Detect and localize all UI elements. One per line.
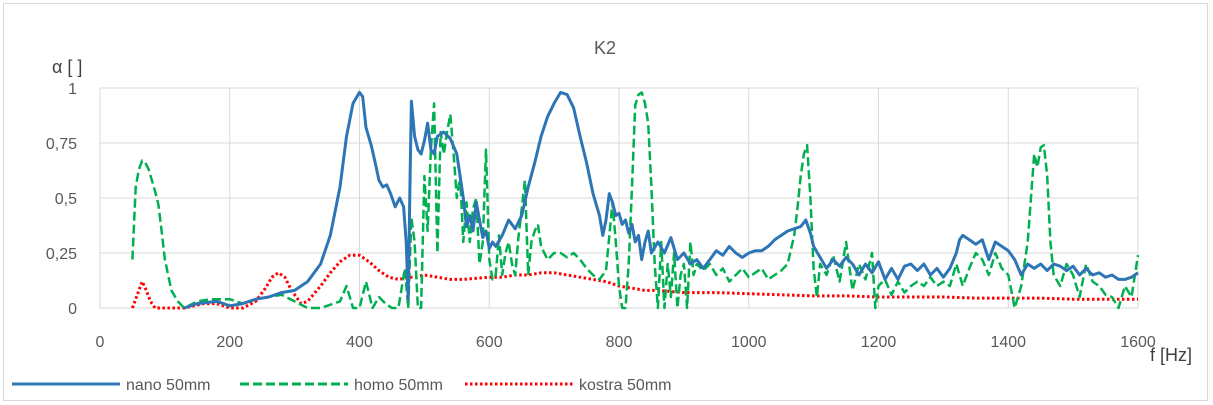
- x-tick-label: 200: [216, 334, 243, 351]
- legend-label: homo 50mm: [354, 377, 443, 394]
- x-tick-label: 800: [606, 334, 633, 351]
- y-tick-label: 1: [68, 81, 77, 98]
- x-tick-label: 0: [96, 334, 105, 351]
- y-axis-title: α [ ]: [52, 57, 82, 77]
- y-tick-label: 0,25: [46, 246, 77, 263]
- legend-label: kostra 50mm: [579, 377, 671, 394]
- x-tick-label: 1000: [731, 334, 767, 351]
- legend-label: nano 50mm: [126, 377, 211, 394]
- x-tick-label: 600: [476, 334, 503, 351]
- x-tick-label: 1200: [861, 334, 897, 351]
- series-line-kostra-50mm: [130, 253, 1138, 310]
- x-tick-label: 1600: [1120, 334, 1156, 351]
- tick-labels: 0 200 400 600 800 1000 1200 1400 1600 0 0,25 0,5 0,7…: [46, 81, 1156, 351]
- y-tick-label: 0,75: [46, 136, 77, 153]
- y-tick-label: 0,5: [55, 191, 77, 208]
- series-lines: [130, 90, 1140, 310]
- x-tick-label: 400: [346, 334, 373, 351]
- x-axis-title: f [Hz]: [1150, 345, 1192, 365]
- series-line-nano-50mm: [183, 90, 1139, 310]
- x-tick-label: 1400: [990, 334, 1026, 351]
- series-line-homo-50mm: [131, 91, 1140, 310]
- chart-title: K2: [594, 38, 616, 58]
- y-tick-label: 0: [68, 301, 77, 318]
- gridlines: [99, 87, 1139, 309]
- legend: nano 50mm homo 50mm kostra 50mm: [12, 377, 671, 394]
- chart-frame: [3, 3, 1208, 401]
